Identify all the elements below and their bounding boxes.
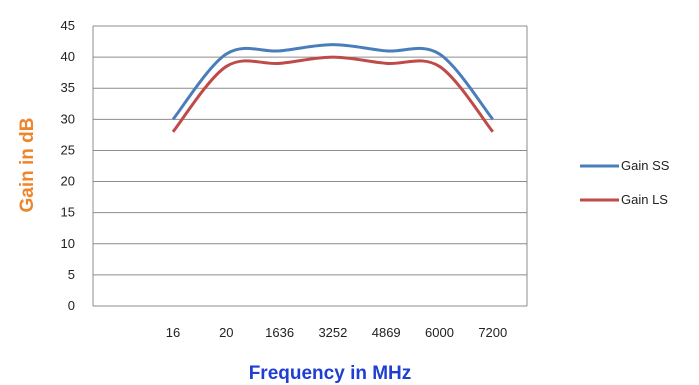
legend: Gain SS Gain LS (580, 158, 670, 207)
y-tick-labels: 0 5 10 15 20 25 30 35 40 45 (61, 18, 75, 313)
x-tick-label-3252: 3252 (318, 325, 347, 340)
x-axis-title: Frequency in MHz (249, 363, 412, 384)
x-tick-label-20: 20 (219, 325, 233, 340)
y-axis-title: Gain in dB (17, 118, 38, 213)
x-tick-labels: 16 20 1636 3252 4869 6000 7200 (166, 325, 507, 340)
y-tick-label-25: 25 (61, 142, 75, 157)
series-lines (171, 43, 494, 133)
y-tick-label-5: 5 (68, 267, 75, 282)
y-tick-label-30: 30 (61, 111, 75, 126)
y-tick-label-35: 35 (61, 80, 75, 95)
x-tick-label-1636: 1636 (265, 325, 294, 340)
legend-label-gain-ls: Gain LS (621, 192, 668, 207)
x-tick-label-16: 16 (166, 325, 180, 340)
legend-label-gain-ss: Gain SS (621, 158, 670, 173)
x-tick-label-7200: 7200 (478, 325, 507, 340)
y-tick-label-0: 0 (68, 298, 75, 313)
y-tick-label-40: 40 (61, 49, 75, 64)
gridlines (92, 25, 528, 307)
y-tick-label-15: 15 (61, 205, 75, 220)
y-tick-label-10: 10 (61, 236, 75, 251)
series-line-gain-ss (171, 43, 494, 121)
series-line-gain-ls (171, 55, 494, 133)
x-tick-label-4869: 4869 (372, 325, 401, 340)
y-tick-label-45: 45 (61, 18, 75, 33)
y-tick-label-20: 20 (61, 174, 75, 189)
x-tick-label-6000: 6000 (425, 325, 454, 340)
